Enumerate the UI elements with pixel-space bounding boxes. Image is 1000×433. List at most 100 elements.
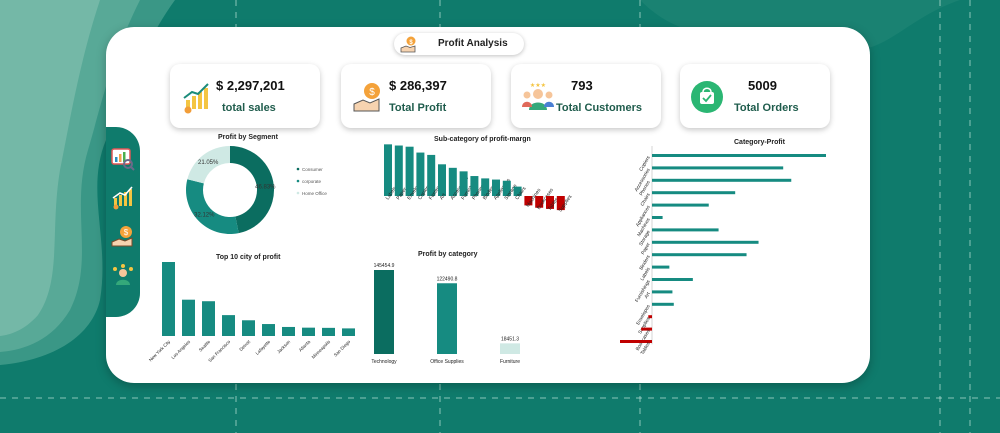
subcategory-bar <box>513 186 522 196</box>
page-title-pill: $ Profit Analysis <box>394 33 524 55</box>
profit-icon[interactable]: $ <box>110 224 136 250</box>
category-profit-bar <box>652 240 759 244</box>
city-bar <box>302 327 315 336</box>
category-data-label: 18451.3 <box>501 336 519 342</box>
kpi-total-orders: 5009 Total Orders <box>680 64 830 128</box>
kpi-value: 793 <box>571 78 593 93</box>
page-title: Profit Analysis <box>438 38 508 49</box>
sales-growth-icon <box>183 83 209 114</box>
svg-text:$: $ <box>124 228 129 237</box>
city-tick-label: San Diego <box>333 339 352 358</box>
legend-label: Consumer <box>302 167 323 172</box>
svg-text:$: $ <box>409 40 413 46</box>
kpi-value: $ 286,397 <box>389 78 447 93</box>
subcategory-bar <box>405 146 414 196</box>
category-profit-bar <box>620 340 652 343</box>
city-tick-label: San Francisco <box>207 339 231 363</box>
segment-chart-title: Profit by Segment <box>218 134 278 141</box>
category-profit-chart-title: Category-Profit <box>734 139 785 146</box>
category-tick-label: Office Supplies <box>430 359 464 365</box>
customers-icon[interactable] <box>110 263 136 289</box>
legend-marker <box>296 167 300 171</box>
growth-icon[interactable] <box>110 184 136 210</box>
subcategory-bar <box>546 196 554 209</box>
legend-label: corporate <box>302 179 322 184</box>
city-tick-label: Los Angeles <box>170 339 191 360</box>
subcategory-bar <box>459 171 468 196</box>
kpi-label: Total Profit <box>389 102 447 114</box>
subcategory-bar <box>394 145 403 196</box>
city-tick-label: New York City <box>148 339 172 363</box>
kpi-label: Total Orders <box>734 102 799 114</box>
legend-marker <box>296 191 300 195</box>
subcategory-bar <box>481 178 490 196</box>
profit-bag-icon: $ <box>353 83 380 112</box>
donut-slice <box>187 146 230 184</box>
category-profit-bar-chart: CopiersAccessoriesPhonesChairsAppliances… <box>620 146 826 356</box>
legend-label: Home Office <box>302 191 327 196</box>
city-tick-label: Detroit <box>238 339 251 352</box>
city-bar <box>202 301 215 336</box>
donut-slice <box>230 146 275 234</box>
category-bar <box>500 343 520 354</box>
by-category-bar-chart: 145454.9 Technology 122490.8 Office Supplie… <box>371 263 520 365</box>
category-profit-bar <box>652 253 747 257</box>
category-profit-bar <box>652 166 784 170</box>
city-tick-label: Jackson <box>276 339 292 355</box>
category-profit-bar <box>652 228 719 232</box>
category-bar <box>437 283 457 354</box>
subcategory-bar <box>524 196 533 206</box>
city-bar <box>222 315 235 336</box>
donut-slice <box>186 179 239 234</box>
top-city-chart-title: Top 10 city of profit <box>216 254 281 261</box>
city-bar <box>162 262 175 336</box>
shopping-bag-icon <box>691 81 723 113</box>
city-bar <box>342 328 355 336</box>
city-bar <box>242 320 255 336</box>
subcategory-bar <box>384 144 392 196</box>
subcategory-bar <box>502 180 511 196</box>
category-profit-bar <box>652 290 673 294</box>
subcategory-bar <box>492 179 500 196</box>
category-bar <box>374 270 394 354</box>
subcategory-bar <box>448 167 457 196</box>
category-profit-bar <box>652 265 670 269</box>
category-profit-bar <box>652 178 792 182</box>
slice-label: 46.83% <box>255 184 276 190</box>
customers-icon: ★★★ <box>522 82 554 110</box>
subcategory-bar <box>535 196 544 208</box>
city-bar <box>182 299 195 336</box>
city-bar <box>262 324 275 336</box>
city-tick-label: Lafayette <box>255 339 272 356</box>
svg-text:★★★: ★★★ <box>530 82 546 89</box>
slice-label: 32.12% <box>194 212 215 218</box>
category-profit-bar <box>641 327 652 331</box>
subcategory-bar <box>438 164 446 196</box>
kpi-value: $ 2,297,201 <box>216 78 285 93</box>
subcategory-tick-label: Art <box>439 192 448 201</box>
category-profit-bar <box>652 302 674 306</box>
city-tick-label: Minneapolis <box>311 339 332 360</box>
kpi-total-profit: $ $ 286,397 Total Profit <box>341 64 491 128</box>
hand-coin-icon: $ <box>400 36 416 53</box>
subcategory-bar <box>416 152 425 196</box>
legend-marker <box>296 179 300 183</box>
by-category-chart-title: Profit by category <box>418 251 478 258</box>
subcategory-bar-chart: LabelsPaperEnvelopesCopiersFastenersArtA… <box>384 144 574 213</box>
city-tick-label: Atlanta <box>298 339 312 353</box>
category-profit-bar <box>652 216 663 219</box>
category-profit-bar <box>652 278 693 281</box>
kpi-label: total sales <box>222 102 276 114</box>
analytics-icon[interactable] <box>110 146 136 172</box>
svg-text:$: $ <box>369 87 375 98</box>
category-profit-tick-label: Paper <box>640 241 652 255</box>
category-profit-bar <box>652 203 709 207</box>
kpi-total-customers: ★★★ 793 Total Customers <box>511 64 661 128</box>
category-profit-bar <box>652 191 736 195</box>
city-bar <box>282 326 295 336</box>
subcategory-chart-title: Sub-category of profit-margn <box>434 136 531 143</box>
category-profit-bar <box>652 154 826 157</box>
city-tick-label: Seattle <box>198 339 212 353</box>
